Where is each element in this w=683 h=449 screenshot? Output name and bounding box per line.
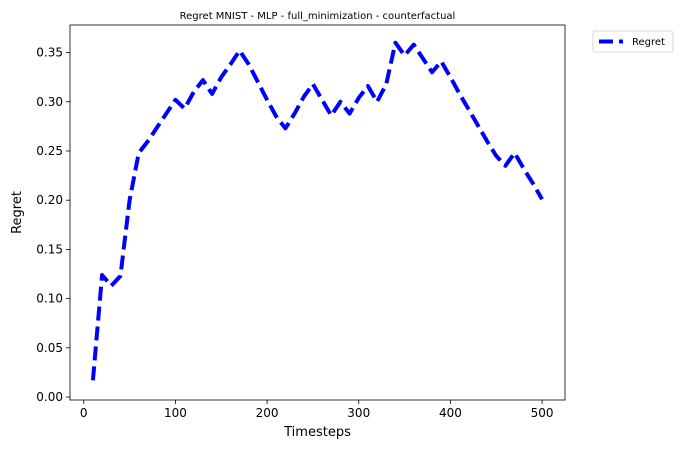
legend-box bbox=[592, 30, 674, 53]
series-layer bbox=[90, 40, 544, 381]
x-tick-label: 200 bbox=[256, 406, 279, 420]
x-tick-label: 500 bbox=[531, 406, 554, 420]
x-tick-label: 100 bbox=[164, 406, 187, 420]
axis-ticks: 0 100 200 300 400 500 0.00 0.05 0.10 0.15 0.20 0.25… bbox=[36, 46, 553, 420]
series-line-regret bbox=[90, 40, 544, 381]
y-tick-label: 0.20 bbox=[36, 193, 63, 207]
chart-title: Regret MNIST - MLP - full_minimization -… bbox=[180, 11, 456, 22]
y-tick-label: 0.05 bbox=[36, 341, 63, 355]
legend-label-regret: Regret bbox=[632, 37, 665, 48]
legend: Regret bbox=[592, 30, 674, 53]
y-tick-label: 0.00 bbox=[36, 390, 63, 404]
plot-frame bbox=[69, 24, 566, 401]
y-tick-label: 0.30 bbox=[36, 95, 63, 109]
x-tick-label: 300 bbox=[347, 406, 370, 420]
y-tick-label: 0.25 bbox=[36, 144, 63, 158]
y-tick-label: 0.15 bbox=[36, 242, 63, 256]
x-tick-label: 400 bbox=[439, 406, 462, 420]
x-axis-label: Timesteps bbox=[283, 425, 351, 440]
y-tick-label: 0.10 bbox=[36, 292, 63, 306]
y-axis-label: Regret bbox=[10, 191, 25, 234]
x-tick-label: 0 bbox=[80, 406, 88, 420]
y-tick-label: 0.35 bbox=[36, 46, 63, 60]
